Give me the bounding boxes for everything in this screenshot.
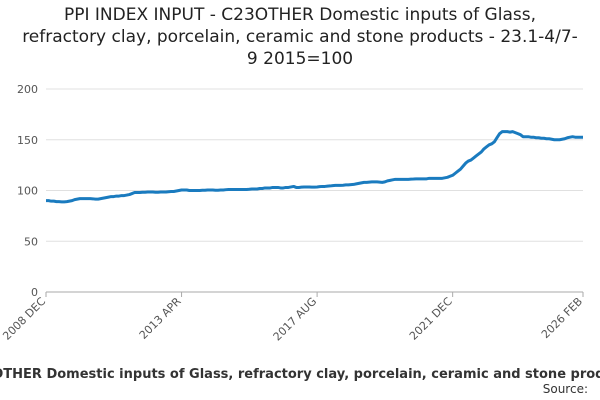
x-tick-label: 2026 FEB — [539, 295, 585, 341]
x-tick-label: 2017 AUG — [271, 295, 320, 344]
y-tick-label: 200 — [17, 83, 38, 96]
chart-title: PPI INDEX INPUT - C23OTHER Domestic inpu… — [22, 5, 578, 69]
y-tick-label: 50 — [24, 235, 38, 248]
y-tick-label: 100 — [17, 185, 38, 198]
y-tick-label: 0 — [31, 286, 38, 299]
source: Source: — [543, 382, 588, 396]
data-line — [46, 130, 583, 204]
x-tick-label: 2021 DEC — [407, 295, 455, 343]
x-tick-label: 2008 DEC — [0, 295, 48, 343]
legend-label: C23OTHER Domestic inputs of Glass, refra… — [0, 367, 600, 382]
x-tick-label: 2013 APR — [137, 295, 184, 342]
y-tick-label: 150 — [17, 134, 38, 147]
